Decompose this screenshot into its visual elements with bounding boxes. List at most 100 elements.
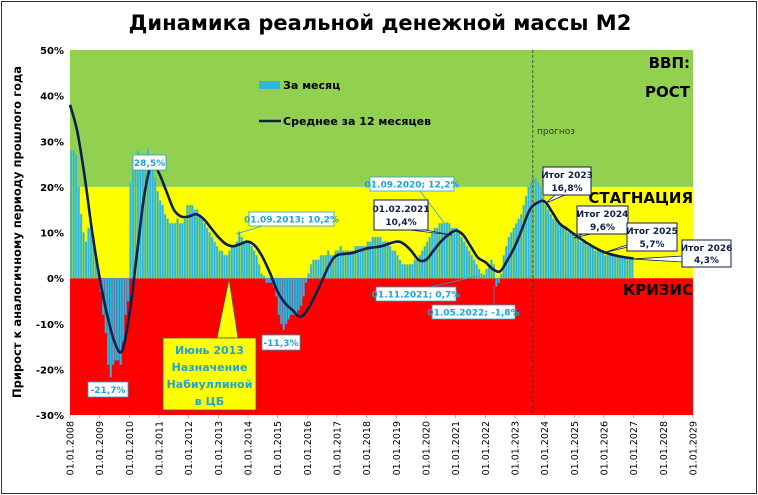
zone-label-stagnation: СТАГНАЦИЯ [588,189,693,207]
bar [618,255,622,279]
y-tick-label: 30% [40,137,64,148]
bar [524,195,528,279]
bar [500,273,503,279]
bar [218,250,221,279]
bar [440,223,444,279]
bar [265,277,268,283]
bar [356,245,360,279]
svg-text:10,4%: 10,4% [385,218,416,228]
bar [294,277,298,315]
bar [176,218,179,279]
bar [393,250,397,279]
svg-text:9,6%: 9,6% [590,223,615,233]
callout-bar-2020: 01.09.2020; 12,2% [365,176,459,225]
bar [480,273,483,279]
bar [299,277,303,306]
callout-bar-2015-min: -11,3% [261,334,301,351]
bar [450,227,454,279]
bar [458,232,461,279]
bar [416,259,419,279]
bar [599,250,602,279]
bar [166,218,169,279]
bar [215,245,219,279]
bar [611,255,614,279]
bar [552,218,555,279]
bar [114,277,117,361]
bar [386,241,389,279]
bar [406,264,409,279]
bar [193,209,196,279]
bar [564,227,567,279]
callout-bar-2013: 01.09.2013; 10,2% [235,211,339,235]
bar [240,236,243,279]
callout-nabiullina: Июнь 2013 Назначение Набиуллиной в ЦБ [162,278,257,411]
bar [559,223,562,279]
bar [319,255,323,279]
bar [144,154,147,279]
x-tick-label: 01.01.2027 [629,421,640,475]
bar [267,277,271,283]
bar [470,255,473,279]
y-tick-label: -10% [36,320,64,331]
bar [616,255,619,279]
y-tick-label: -30% [36,411,64,422]
bar [225,255,229,279]
bar [112,277,115,366]
x-tick-label: 01.01.2016 [303,421,314,475]
bar [445,222,449,279]
x-tick-label: 01.01.2022 [481,421,492,475]
svg-text:01.02.2021: 01.02.2021 [373,205,430,215]
callout-itog-2023: Итог 2023 16,8% [541,166,593,204]
bar [589,245,592,279]
bar [131,168,135,279]
zone-label-gdp: ВВП: [649,54,690,72]
svg-text:16,8%: 16,8% [551,184,582,194]
bar [332,255,335,279]
bar [383,241,387,279]
bar [413,259,417,279]
bar [260,273,263,279]
bar [544,204,548,279]
bar [561,227,565,279]
callout-itog-2026: Итог 2026 4,3% [631,239,732,268]
bar [418,255,421,279]
bar [168,223,172,279]
zone-label-growth: РОСТ [645,83,691,101]
bar [586,245,590,279]
bar [285,277,288,324]
bar [594,250,597,279]
bar [245,241,248,279]
bar [628,258,632,279]
x-tick-label: 01.01.2008 [66,421,77,475]
bar [69,150,73,279]
bar [220,250,224,279]
bar [351,250,355,279]
bar [534,177,538,279]
bar [119,277,122,366]
bar [243,241,246,279]
zone-label-crisis: КРИЗИС [623,281,693,299]
bar [359,245,362,279]
x-tick-label: 01.01.2020 [422,421,433,475]
zone-band [70,50,693,187]
bar [228,250,231,279]
legend-label-avg: Среднее за 12 месяцев [283,115,431,128]
bar [346,250,350,279]
bar [183,218,187,279]
x-tick-label: 01.01.2015 [273,421,284,475]
bar [472,259,476,279]
bar [396,255,399,279]
bar [485,268,488,279]
callout-bar-2021: 01.11.2021; 0,7% [372,275,479,302]
svg-text:01.11.2021; 0,7%: 01.11.2021; 0,7% [372,291,461,301]
bar [435,227,439,279]
x-tick-label: 01.01.2013 [214,421,225,475]
bar [334,250,337,279]
bar [542,195,545,279]
bar [252,250,256,279]
x-tick-label: 01.01.2024 [540,421,551,475]
svg-text:Набиуллиной: Набиуллиной [167,378,253,391]
svg-text:-21,7%: -21,7% [91,386,126,396]
bar [178,223,182,279]
bar [250,245,253,279]
